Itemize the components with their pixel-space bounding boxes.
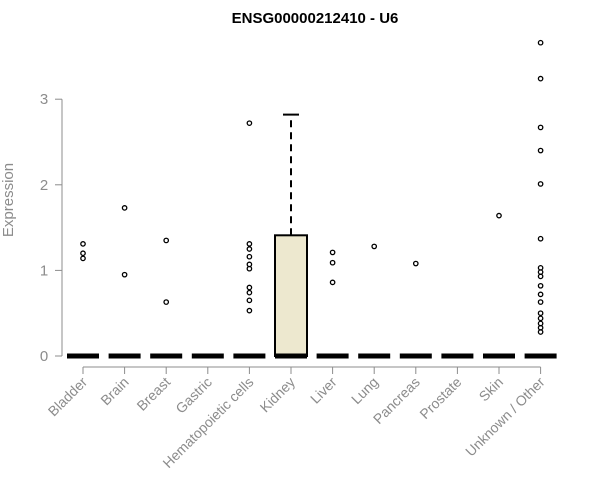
outlier-point	[246, 265, 253, 272]
outlier-point	[537, 147, 544, 154]
x-tick-label: Brain	[97, 374, 131, 408]
outlier-point	[537, 235, 544, 242]
outlier-point	[329, 249, 336, 256]
outlier-point	[80, 255, 86, 262]
outlier-point	[329, 259, 336, 266]
box-lung	[358, 243, 391, 359]
outlier-point	[537, 181, 544, 187]
plot-area	[67, 39, 557, 359]
box-liver	[316, 249, 349, 359]
outlier-point	[537, 124, 544, 131]
outlier-point	[537, 315, 544, 322]
box-body	[274, 234, 308, 357]
outlier-point	[537, 299, 544, 305]
box-unknown-other	[524, 39, 557, 359]
box-breast	[150, 237, 183, 359]
outlier-point	[329, 279, 336, 286]
y-tick-label: 3	[40, 91, 48, 108]
outlier-point	[246, 241, 253, 247]
x-tick-label: Unknown / Other	[462, 374, 548, 460]
box-brain	[108, 205, 141, 359]
x-tick-label: Liver	[307, 374, 340, 407]
outlier-point	[246, 246, 253, 252]
outlier-point	[246, 284, 253, 291]
outlier-point	[537, 329, 544, 335]
y-tick-label: 2	[40, 177, 48, 194]
x-tick-label: Skin	[476, 374, 507, 405]
outlier-point	[121, 271, 128, 278]
x-tick-label: Bladder	[45, 374, 91, 420]
y-axis-label: Expression	[0, 163, 17, 237]
outlier-point	[496, 212, 502, 219]
x-tick-label: Breast	[133, 374, 173, 414]
outlier-point	[537, 39, 544, 46]
outlier-point	[412, 260, 419, 267]
outlier-point	[371, 243, 378, 250]
box-kidney	[274, 113, 308, 359]
x-tick-label: Lung	[348, 374, 381, 407]
chart-title: ENSG00000212410 - U6	[232, 10, 399, 27]
outlier-point	[80, 250, 86, 257]
outlier-point	[246, 120, 253, 127]
outlier-point	[537, 310, 544, 317]
outlier-point	[246, 253, 253, 260]
box-pancreas	[399, 260, 432, 359]
outlier-point	[80, 241, 86, 247]
x-tick-label: Prostate	[416, 374, 464, 422]
outlier-point	[163, 237, 170, 244]
y-tick-label: 1	[40, 262, 48, 279]
box-bladder	[67, 241, 99, 359]
outlier-point	[537, 75, 544, 82]
outlier-point	[537, 273, 544, 280]
outlier-point	[537, 291, 544, 298]
x-tick-label: Kidney	[257, 374, 299, 416]
outlier-point	[537, 282, 544, 289]
box-skin	[483, 212, 515, 359]
outlier-point	[246, 297, 253, 304]
y-axis: 0 1 2 3	[40, 91, 63, 365]
outlier-point	[246, 289, 253, 296]
outlier-point	[163, 299, 170, 305]
box-hematopoietic-cells	[233, 120, 266, 359]
y-tick-label: 0	[40, 348, 48, 365]
outlier-point	[246, 307, 253, 314]
outlier-point	[121, 205, 128, 211]
